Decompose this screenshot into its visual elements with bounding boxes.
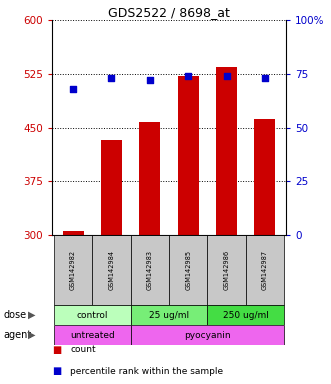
Text: GSM142983: GSM142983 [147, 250, 153, 290]
Text: 25 ug/ml: 25 ug/ml [149, 311, 189, 319]
Bar [169, 235, 207, 305]
Text: GSM142986: GSM142986 [223, 250, 229, 290]
Point [109, 75, 114, 81]
Text: ■: ■ [52, 345, 61, 355]
Bar [92, 235, 131, 305]
Bar [131, 305, 207, 325]
Bar [254, 119, 275, 235]
Bar [139, 122, 160, 235]
Point [262, 75, 267, 81]
Text: GSM142984: GSM142984 [109, 250, 115, 290]
Bar [101, 141, 122, 235]
Bar [54, 305, 131, 325]
Bar [216, 66, 237, 235]
Bar [54, 235, 92, 305]
Text: agent: agent [3, 330, 31, 340]
Point [224, 73, 229, 79]
Bar [178, 76, 199, 235]
Text: dose: dose [3, 310, 26, 320]
Text: percentile rank within the sample: percentile rank within the sample [70, 367, 223, 376]
Bar [246, 235, 284, 305]
Text: untreated: untreated [70, 331, 115, 339]
Text: pyocyanin: pyocyanin [184, 331, 231, 339]
Title: GDS2522 / 8698_at: GDS2522 / 8698_at [108, 6, 230, 19]
Bar [131, 235, 169, 305]
Point [71, 86, 76, 92]
Text: ▶: ▶ [28, 330, 35, 340]
Text: GSM142987: GSM142987 [262, 250, 268, 290]
Text: ▶: ▶ [28, 310, 35, 320]
Text: GSM142985: GSM142985 [185, 250, 191, 290]
Point [147, 77, 153, 83]
Point [186, 73, 191, 79]
Bar [207, 305, 284, 325]
Bar [54, 325, 131, 345]
Text: control: control [76, 311, 108, 319]
Text: ■: ■ [52, 366, 61, 376]
Bar [207, 235, 246, 305]
Text: 250 ug/ml: 250 ug/ml [223, 311, 269, 319]
Bar [63, 232, 84, 235]
Bar [131, 325, 284, 345]
Text: GSM142982: GSM142982 [70, 250, 76, 290]
Text: count: count [70, 346, 96, 354]
